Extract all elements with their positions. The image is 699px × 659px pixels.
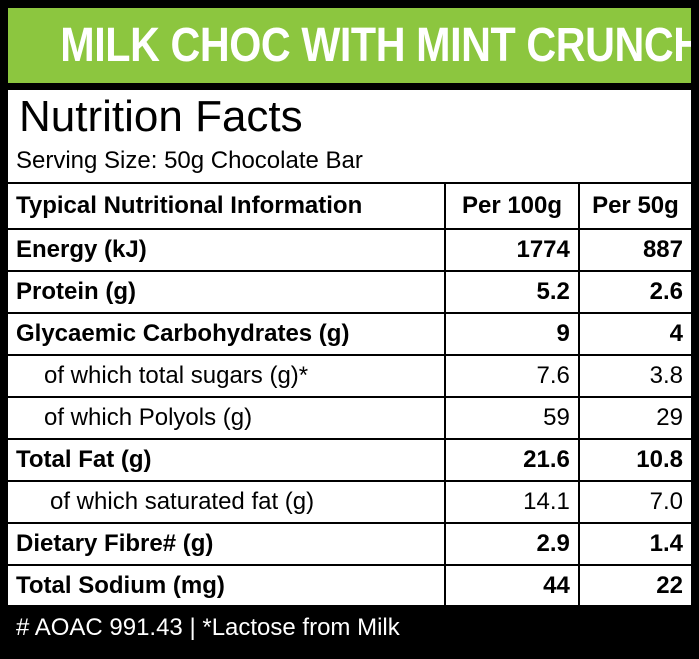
value-per-100g: 7.6 — [444, 354, 579, 397]
table-row: Protein (g) 5.2 2.6 — [8, 270, 691, 313]
table-row: Total Fat (g) 21.6 10.8 — [8, 438, 691, 481]
value-per-100g: 9 — [444, 312, 579, 355]
column-header-per-50g: Per 50g — [577, 182, 691, 229]
table-row: of which saturated fat (g) 14.1 7.0 — [8, 480, 691, 523]
value-per-50g: 4 — [577, 312, 691, 355]
value-per-100g: 21.6 — [444, 438, 579, 481]
nutrition-panel: Nutrition Facts Serving Size: 50g Chocol… — [8, 90, 691, 606]
nutrient-label: Protein (g) — [8, 270, 446, 313]
table-row: of which total sugars (g)* 7.6 3.8 — [8, 354, 691, 397]
value-per-50g: 887 — [577, 228, 691, 271]
product-title-banner: MILK CHOC WITH MINT CRUNCH — [8, 8, 691, 83]
value-per-100g: 1774 — [444, 228, 579, 271]
value-per-50g: 1.4 — [577, 522, 691, 565]
nutrient-label: Total Fat (g) — [8, 438, 446, 481]
value-per-50g: 7.0 — [577, 480, 691, 523]
nutrition-table: Typical Nutritional Information Per 100g… — [8, 182, 691, 606]
table-row: of which Polyols (g) 59 29 — [8, 396, 691, 439]
nutrient-label: Total Sodium (mg) — [8, 564, 446, 606]
table-row: Glycaemic Carbohydrates (g) 9 4 — [8, 312, 691, 355]
value-per-50g: 29 — [577, 396, 691, 439]
product-title: MILK CHOC WITH MINT CRUNCH — [60, 19, 691, 72]
value-per-100g: 5.2 — [444, 270, 579, 313]
value-per-100g: 2.9 — [444, 522, 579, 565]
nutrient-label: Glycaemic Carbohydrates (g) — [8, 312, 446, 355]
nutrient-label: of which saturated fat (g) — [8, 480, 446, 523]
value-per-50g: 2.6 — [577, 270, 691, 313]
value-per-50g: 22 — [577, 564, 691, 606]
nutrition-facts-heading: Nutrition Facts — [19, 92, 303, 141]
nutrient-label: of which Polyols (g) — [8, 396, 446, 439]
nutrient-label: Energy (kJ) — [8, 228, 446, 271]
table-header-row: Typical Nutritional Information Per 100g… — [8, 182, 691, 229]
nutrient-label: Dietary Fibre# (g) — [8, 522, 446, 565]
column-header-nutrient: Typical Nutritional Information — [8, 182, 446, 229]
value-per-50g: 10.8 — [577, 438, 691, 481]
value-per-100g: 59 — [444, 396, 579, 439]
value-per-100g: 44 — [444, 564, 579, 606]
footnote: # AOAC 991.43 | *Lactose from Milk — [16, 614, 400, 641]
value-per-50g: 3.8 — [577, 354, 691, 397]
value-per-100g: 14.1 — [444, 480, 579, 523]
table-row: Total Sodium (mg) 44 22 — [8, 564, 691, 606]
column-header-per-100g: Per 100g — [444, 182, 579, 229]
table-row: Dietary Fibre# (g) 2.9 1.4 — [8, 522, 691, 565]
serving-size: Serving Size: 50g Chocolate Bar — [16, 147, 363, 174]
nutrient-label: of which total sugars (g)* — [8, 354, 446, 397]
table-row: Energy (kJ) 1774 887 — [8, 228, 691, 271]
